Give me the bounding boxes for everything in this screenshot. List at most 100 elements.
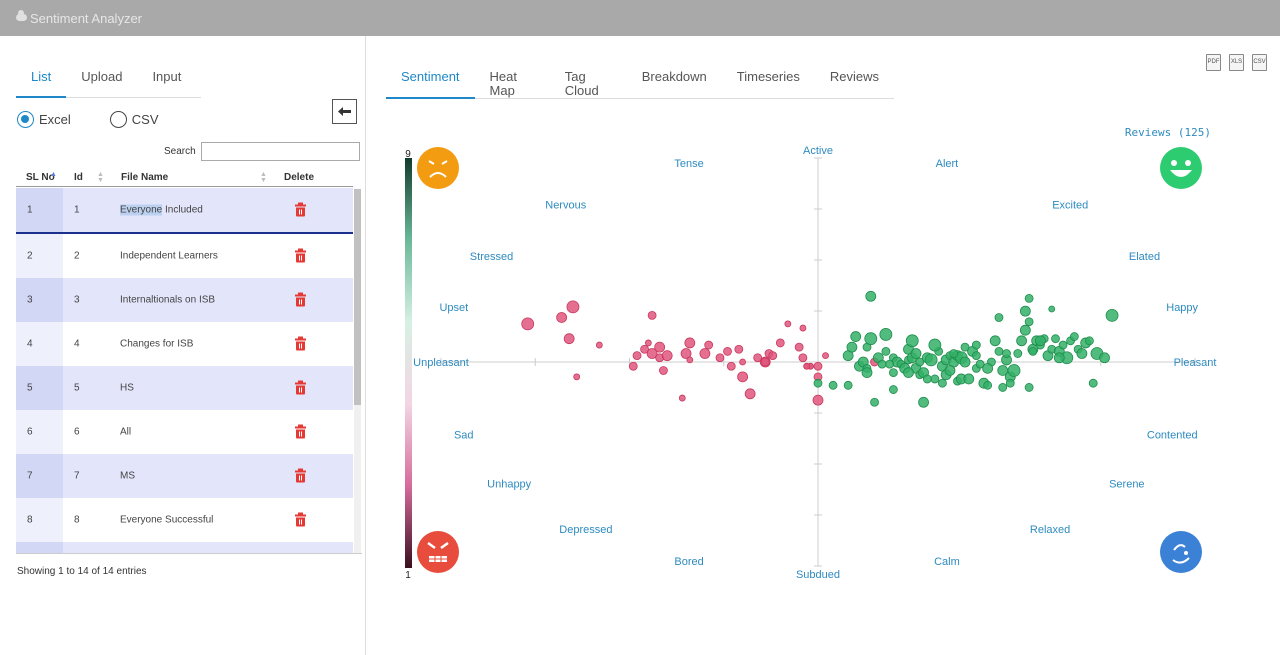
data-point-positive[interactable] bbox=[918, 396, 929, 408]
data-point-positive[interactable] bbox=[813, 378, 823, 388]
data-point-negative[interactable] bbox=[784, 320, 792, 328]
data-point-negative[interactable] bbox=[573, 373, 581, 381]
data-point-positive[interactable] bbox=[885, 359, 895, 369]
csv-icon[interactable]: CSV bbox=[1252, 54, 1267, 71]
tab-breakdown[interactable]: Breakdown bbox=[641, 69, 707, 84]
tab-tag-cloud[interactable]: Tag Cloud bbox=[564, 69, 599, 98]
data-point-negative[interactable] bbox=[753, 353, 763, 363]
data-point-negative[interactable] bbox=[799, 324, 807, 332]
data-point-negative[interactable] bbox=[723, 346, 732, 356]
data-point-negative[interactable] bbox=[628, 361, 638, 371]
data-point-positive[interactable] bbox=[843, 380, 853, 390]
data-point-positive[interactable] bbox=[1019, 324, 1031, 336]
data-point-positive[interactable] bbox=[828, 380, 838, 390]
data-point-negative[interactable] bbox=[647, 310, 657, 320]
trash-icon[interactable] bbox=[295, 202, 306, 217]
table-row[interactable]: 8 8 Everyone Successful bbox=[16, 498, 353, 542]
data-point-negative[interactable] bbox=[775, 338, 785, 348]
data-point-positive[interactable] bbox=[910, 348, 922, 359]
data-point-positive[interactable] bbox=[924, 353, 938, 367]
data-point-positive[interactable] bbox=[922, 374, 932, 384]
data-point-positive[interactable] bbox=[1053, 352, 1065, 364]
data-point-positive[interactable] bbox=[1048, 305, 1056, 313]
collapse-button[interactable] bbox=[332, 99, 357, 124]
data-point-negative[interactable] bbox=[654, 341, 666, 353]
data-point-positive[interactable] bbox=[975, 359, 985, 369]
data-point-positive[interactable] bbox=[989, 335, 1001, 347]
table-row[interactable]: 4 4 Changes for ISB bbox=[16, 322, 353, 366]
data-point-positive[interactable] bbox=[1024, 317, 1034, 327]
tab-sentiment[interactable]: Sentiment bbox=[386, 70, 475, 99]
data-point-positive[interactable] bbox=[971, 351, 981, 361]
data-point-positive[interactable] bbox=[865, 290, 877, 302]
data-point-positive[interactable] bbox=[1019, 305, 1031, 317]
data-point-positive[interactable] bbox=[889, 368, 898, 378]
data-point-negative[interactable] bbox=[737, 371, 749, 383]
data-point-positive[interactable] bbox=[1058, 340, 1068, 350]
data-point-negative[interactable] bbox=[744, 388, 756, 400]
col-file-name[interactable]: File Name bbox=[121, 172, 169, 183]
radio-csv[interactable] bbox=[109, 111, 127, 128]
tab-list[interactable]: List bbox=[16, 70, 67, 98]
data-point-positive[interactable] bbox=[864, 332, 878, 346]
data-point-positive[interactable] bbox=[1016, 335, 1027, 347]
data-point-negative[interactable] bbox=[734, 344, 744, 354]
data-point-positive[interactable] bbox=[994, 313, 1004, 322]
data-point-positive[interactable] bbox=[1076, 348, 1088, 359]
data-point-negative[interactable] bbox=[822, 352, 829, 360]
trash-icon[interactable] bbox=[295, 512, 306, 527]
data-point-negative[interactable] bbox=[739, 358, 747, 366]
trash-icon[interactable] bbox=[295, 424, 306, 439]
trash-icon[interactable] bbox=[295, 468, 306, 483]
data-point-positive[interactable] bbox=[930, 374, 940, 384]
data-point-positive[interactable] bbox=[903, 367, 914, 379]
data-point-positive[interactable] bbox=[1002, 349, 1011, 358]
data-point-positive[interactable] bbox=[1007, 364, 1021, 377]
data-point-negative[interactable] bbox=[812, 394, 824, 406]
data-point-positive[interactable] bbox=[1035, 335, 1046, 347]
data-point-positive[interactable] bbox=[1105, 308, 1119, 322]
tab-input[interactable]: Input bbox=[152, 69, 182, 84]
data-point-negative[interactable] bbox=[768, 351, 778, 361]
data-point-positive[interactable] bbox=[1085, 336, 1094, 346]
data-point-positive[interactable] bbox=[1099, 352, 1110, 364]
data-point-positive[interactable] bbox=[1013, 349, 1023, 358]
tab-timeseries[interactable]: Timeseries bbox=[736, 69, 800, 84]
data-point-positive[interactable] bbox=[1024, 293, 1034, 303]
data-point-positive[interactable] bbox=[1088, 378, 1098, 388]
data-point-negative[interactable] bbox=[566, 300, 580, 314]
data-point-negative[interactable] bbox=[813, 361, 823, 371]
data-point-negative[interactable] bbox=[661, 350, 673, 362]
data-point-negative[interactable] bbox=[715, 353, 725, 363]
search-input[interactable] bbox=[201, 142, 360, 161]
data-point-positive[interactable] bbox=[960, 342, 970, 352]
data-point-positive[interactable] bbox=[971, 340, 981, 350]
table-row[interactable]: 5 5 HS bbox=[16, 366, 353, 410]
trash-icon[interactable] bbox=[295, 292, 306, 307]
data-point-negative[interactable] bbox=[760, 357, 770, 367]
data-point-negative[interactable] bbox=[659, 366, 668, 375]
data-point-negative[interactable] bbox=[646, 348, 658, 359]
table-scrollbar[interactable] bbox=[354, 189, 361, 553]
data-point-negative[interactable] bbox=[684, 337, 696, 349]
data-point-positive[interactable] bbox=[998, 383, 1008, 392]
col-sl-no[interactable]: SL No bbox=[26, 172, 55, 183]
col-id[interactable]: Id bbox=[74, 172, 83, 183]
data-point-negative[interactable] bbox=[563, 333, 575, 345]
data-point-positive[interactable] bbox=[944, 365, 956, 376]
data-point-positive[interactable] bbox=[1005, 378, 1015, 388]
data-point-positive[interactable] bbox=[905, 334, 919, 348]
data-point-positive[interactable] bbox=[1028, 346, 1038, 356]
data-point-positive[interactable] bbox=[949, 349, 959, 358]
data-point-positive[interactable] bbox=[959, 356, 971, 368]
data-point-negative[interactable] bbox=[686, 356, 694, 364]
table-row[interactable] bbox=[16, 542, 353, 553]
data-point-positive[interactable] bbox=[1051, 334, 1060, 344]
data-point-negative[interactable] bbox=[521, 317, 535, 331]
data-point-negative[interactable] bbox=[726, 361, 736, 371]
tab-reviews[interactable]: Reviews bbox=[829, 69, 879, 84]
excel-icon[interactable]: XLS bbox=[1229, 54, 1244, 71]
table-row[interactable]: 6 6 All bbox=[16, 410, 353, 454]
pdf-icon[interactable]: PDF bbox=[1206, 54, 1221, 71]
data-point-positive[interactable] bbox=[850, 331, 862, 342]
